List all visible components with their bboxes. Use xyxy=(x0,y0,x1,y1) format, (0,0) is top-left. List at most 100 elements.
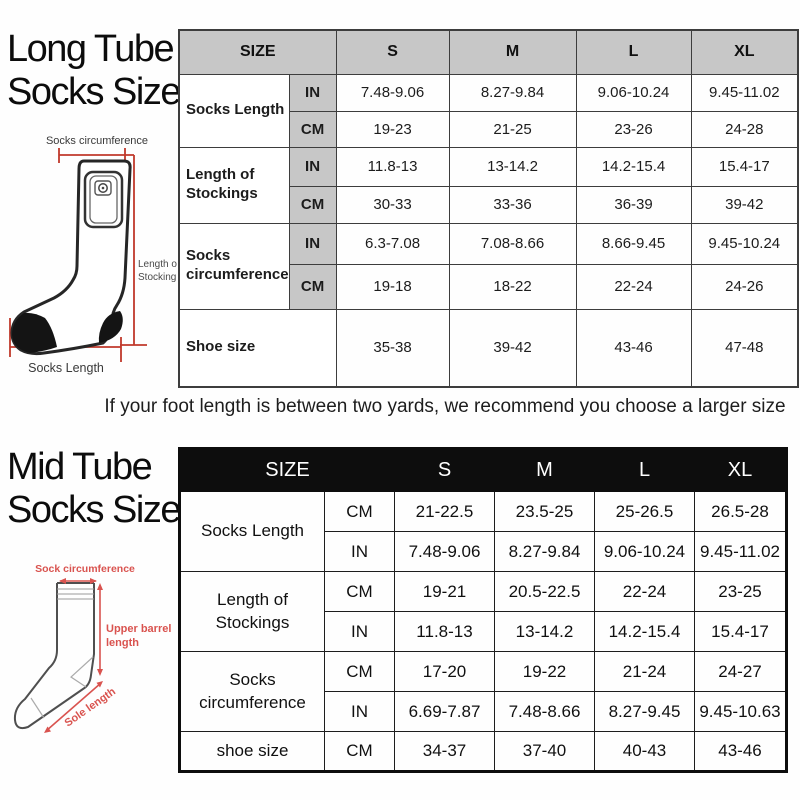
value-cell: 23-26 xyxy=(575,110,692,148)
table-row: Length of Stockings CM 19-21 20.5-22.5 2… xyxy=(179,571,787,652)
row-label-shoe-size: Shoe size xyxy=(178,308,337,388)
value-cell: 22-24 xyxy=(575,263,692,310)
value-cell: 19-22 xyxy=(494,651,595,692)
unit-cell: CM xyxy=(288,185,337,224)
header-cell-m: M xyxy=(494,448,595,492)
value-cell: 37-40 xyxy=(494,731,595,772)
measurement-arrowheads xyxy=(44,578,103,733)
table-row: Shoe size 35-38 39-42 43-46 47-48 xyxy=(178,308,799,388)
unit-cell: IN xyxy=(324,691,395,732)
value-cell: 7.48-9.06 xyxy=(335,73,450,112)
value-cell: 17-20 xyxy=(394,651,495,692)
value-cell: 40-43 xyxy=(594,731,695,772)
table-row: Socks Length IN 7.48-9.06 8.27-9.84 9.06… xyxy=(178,73,799,148)
stocking-length-label-line1: Length o xyxy=(138,259,177,270)
unit-cell: IN xyxy=(324,531,395,572)
value-cell: 30-33 xyxy=(335,185,450,224)
value-cell: 7.48-9.06 xyxy=(394,531,495,572)
value-cell: 15.4-17 xyxy=(690,146,799,187)
table-row: IN 7.48-9.06 8.27-9.84 9.06-10.24 9.45-1… xyxy=(180,531,787,572)
value-cell: 15.4-17 xyxy=(694,611,787,652)
value-cell: 7.08-8.66 xyxy=(448,222,577,265)
value-cell: 21-24 xyxy=(594,651,695,692)
value-cell: 43-46 xyxy=(575,308,692,388)
value-cell: 23-25 xyxy=(694,571,787,612)
mid-tube-size-table: SIZE S M L XL Socks Length CM 21-22.5 23… xyxy=(178,447,788,773)
header-cell-size: SIZE xyxy=(179,448,395,492)
table-row: Socks Length CM 21-22.5 23.5-25 25-26.5 … xyxy=(179,491,787,572)
value-cell: 26.5-28 xyxy=(694,491,787,532)
unit-cell: CM xyxy=(324,731,395,772)
row-label-length-of-stockings: Length of Stockings xyxy=(178,146,290,224)
sock-outline xyxy=(13,582,95,730)
sock-gusset-lines xyxy=(30,656,94,719)
value-cell: 23.5-25 xyxy=(494,491,595,532)
header-cell-m: M xyxy=(448,29,577,75)
value-cell: 9.06-10.24 xyxy=(575,73,692,112)
value-cell: 19-21 xyxy=(394,571,495,612)
circumference-label: Sock circumference xyxy=(35,563,135,575)
header-cell-l: L xyxy=(575,29,692,75)
row-label-socks-length: Socks Length xyxy=(178,73,290,148)
pocket-logo-icon xyxy=(98,183,108,193)
socks-length-label: Socks Length xyxy=(28,361,104,375)
table-row: CM 19-18 18-22 22-24 24-26 xyxy=(179,263,799,310)
table-row: shoe size CM 34-37 37-40 40-43 43-46 xyxy=(179,731,787,772)
unit-cell: CM xyxy=(324,651,395,692)
value-cell: 13-14.2 xyxy=(494,611,595,652)
sock-toe xyxy=(12,312,57,353)
value-cell: 39-42 xyxy=(448,308,577,388)
value-cell: 33-36 xyxy=(448,185,577,224)
value-cell: 9.45-11.02 xyxy=(690,73,799,112)
sizing-note: If your foot length is between two yards… xyxy=(104,396,786,417)
sock-heel xyxy=(98,311,123,343)
long-tube-title-line1: Long Tube xyxy=(7,28,175,70)
unit-cell: CM xyxy=(324,491,395,532)
value-cell: 21-22.5 xyxy=(394,491,495,532)
value-cell: 9.45-10.63 xyxy=(694,691,787,732)
pocket-logo-dot xyxy=(101,186,105,190)
row-label-shoe-size: shoe size xyxy=(179,731,325,772)
value-cell: 9.06-10.24 xyxy=(594,531,695,572)
value-cell: 9.45-11.02 xyxy=(694,531,787,572)
header-cell-xl: XL xyxy=(690,29,799,75)
value-cell: 8.27-9.84 xyxy=(448,73,577,112)
header-cell-s: S xyxy=(335,29,450,75)
header-cell-s: S xyxy=(394,448,495,492)
table-header-row: SIZE S M L XL xyxy=(179,448,787,492)
unit-cell: IN xyxy=(288,222,337,265)
value-cell: 6.69-7.87 xyxy=(394,691,495,732)
long-tube-size-table: SIZE S M L XL Socks Length IN 7.48-9.06 … xyxy=(178,29,800,388)
value-cell: 34-37 xyxy=(394,731,495,772)
long-tube-title-line2: Socks Size xyxy=(7,70,181,113)
value-cell: 39-42 xyxy=(690,185,799,224)
unit-cell: IN xyxy=(288,146,337,187)
mid-tube-title-line2: Socks Size xyxy=(7,488,181,531)
value-cell: 9.45-10.24 xyxy=(690,222,799,265)
row-label-socks-length: Socks Length xyxy=(179,491,325,572)
value-cell: 35-38 xyxy=(335,308,450,388)
upper-barrel-label-line1: Upper barrel xyxy=(106,623,171,635)
value-cell: 25-26.5 xyxy=(594,491,695,532)
unit-cell: IN xyxy=(324,611,395,652)
value-cell: 11.8-13 xyxy=(394,611,495,652)
unit-cell: IN xyxy=(288,73,337,112)
row-label-length-of-stockings: Length of Stockings xyxy=(179,571,325,652)
unit-cell: CM xyxy=(324,571,395,612)
sock-ribbing xyxy=(57,588,94,600)
value-cell: 47-48 xyxy=(690,308,799,388)
value-cell: 14.2-15.4 xyxy=(594,611,695,652)
sock-pocket-inner xyxy=(89,175,118,224)
row-label-socks-circumference: Socks circumference xyxy=(178,222,290,310)
table-row: Length of Stockings IN 11.8-13 13-14.2 1… xyxy=(178,146,799,224)
pocket-logo-frame xyxy=(94,180,112,196)
long-tube-title: Long Tube Socks Size xyxy=(7,28,181,113)
sock-pocket xyxy=(83,170,124,229)
header-cell-xl: XL xyxy=(694,448,787,492)
value-cell: 18-22 xyxy=(448,263,577,310)
value-cell: 22-24 xyxy=(594,571,695,612)
long-tube-sock-diagram: Socks circumference Length o Stocking So… xyxy=(9,135,177,375)
table-row: Socks circumference CM 17-20 19-22 21-24… xyxy=(179,651,787,732)
unit-cell: CM xyxy=(288,110,337,148)
